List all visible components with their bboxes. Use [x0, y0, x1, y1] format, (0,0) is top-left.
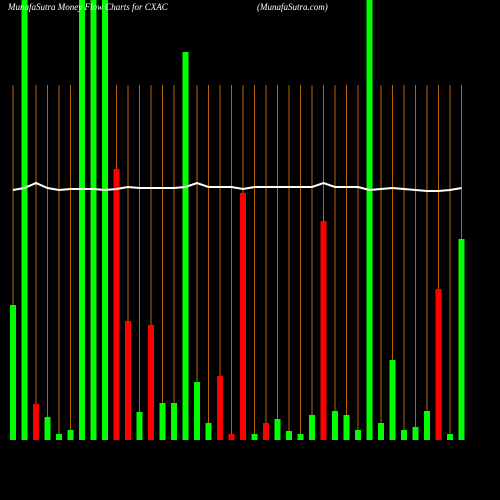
average-line	[12, 181, 462, 192]
bar	[286, 431, 292, 440]
bar	[171, 403, 177, 440]
bar	[343, 415, 350, 440]
bar	[56, 434, 62, 440]
bar	[205, 423, 212, 440]
bar	[366, 0, 373, 440]
bar	[79, 0, 85, 440]
bar	[378, 423, 384, 440]
bar	[182, 52, 189, 440]
bar	[10, 305, 16, 440]
bar	[309, 415, 315, 440]
bar	[113, 169, 120, 440]
chart-subtitle: (MunafaSutra.com)	[257, 2, 328, 12]
bar	[401, 430, 407, 440]
bar	[194, 382, 200, 440]
bar	[320, 221, 327, 440]
bar	[389, 360, 396, 440]
bar	[21, 0, 28, 440]
plot-area	[10, 0, 465, 440]
bar	[412, 427, 419, 440]
bar	[424, 411, 430, 440]
bar	[263, 423, 269, 440]
bar	[148, 325, 154, 440]
bar	[159, 403, 166, 440]
bar	[125, 321, 131, 440]
bar	[355, 430, 361, 440]
bar	[136, 412, 143, 440]
bar	[297, 434, 304, 440]
chart-title: MunafaSutra Money Flow Charts for CXAC	[7, 2, 169, 12]
bar	[274, 419, 281, 440]
bar	[458, 239, 465, 440]
bar	[228, 434, 235, 440]
bar	[251, 434, 258, 440]
bar	[217, 376, 223, 440]
bar	[67, 430, 74, 440]
bar	[435, 289, 442, 440]
bar	[102, 0, 108, 440]
bar	[90, 0, 97, 440]
bar	[240, 193, 246, 440]
bar	[332, 411, 338, 440]
bar	[44, 417, 51, 440]
bar	[33, 404, 39, 440]
bar	[447, 434, 453, 440]
